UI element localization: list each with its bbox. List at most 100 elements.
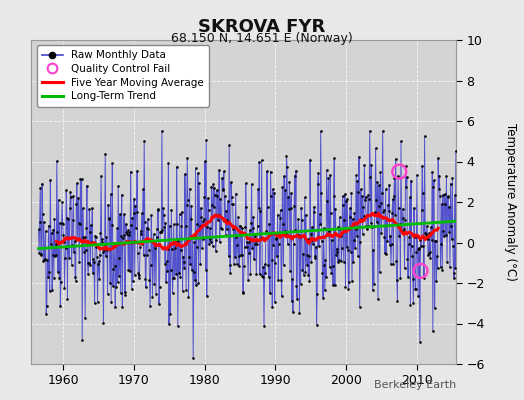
Point bbox=[433, 265, 442, 272]
Point bbox=[247, 181, 256, 187]
Point bbox=[322, 167, 331, 174]
Point bbox=[297, 205, 305, 211]
Point bbox=[205, 225, 214, 231]
Point bbox=[38, 211, 47, 218]
Point bbox=[49, 252, 57, 258]
Point bbox=[137, 231, 146, 237]
Point bbox=[441, 191, 449, 197]
Point bbox=[436, 264, 445, 270]
Point bbox=[245, 239, 253, 246]
Point bbox=[101, 243, 109, 250]
Point bbox=[129, 210, 138, 216]
Point bbox=[92, 244, 101, 250]
Point bbox=[432, 278, 441, 284]
Point bbox=[348, 278, 356, 284]
Point bbox=[157, 229, 165, 235]
Point bbox=[44, 274, 52, 280]
Point bbox=[57, 220, 66, 226]
Point bbox=[423, 236, 432, 242]
Point bbox=[311, 255, 320, 261]
Point bbox=[149, 239, 157, 246]
Point bbox=[324, 174, 333, 181]
Point bbox=[194, 280, 203, 286]
Point bbox=[396, 221, 404, 227]
Point bbox=[341, 191, 349, 197]
Point bbox=[390, 193, 398, 199]
Point bbox=[417, 268, 425, 274]
Point bbox=[366, 128, 374, 134]
Point bbox=[372, 145, 380, 151]
Point bbox=[38, 180, 46, 187]
Point bbox=[428, 169, 436, 175]
Point bbox=[144, 216, 152, 222]
Point bbox=[163, 268, 171, 274]
Point bbox=[408, 253, 417, 259]
Point bbox=[326, 210, 335, 216]
Point bbox=[379, 208, 387, 215]
Y-axis label: Temperature Anomaly (°C): Temperature Anomaly (°C) bbox=[504, 123, 517, 281]
Point bbox=[138, 241, 147, 248]
Point bbox=[37, 252, 45, 258]
Point bbox=[450, 275, 458, 282]
Point bbox=[90, 258, 98, 265]
Point bbox=[408, 242, 416, 249]
Point bbox=[204, 195, 212, 201]
Point bbox=[236, 223, 245, 229]
Point bbox=[172, 163, 181, 170]
Point bbox=[395, 168, 403, 175]
Point bbox=[362, 194, 370, 200]
Point bbox=[93, 254, 101, 260]
Point bbox=[343, 196, 352, 202]
Point bbox=[448, 175, 456, 182]
Point bbox=[280, 173, 288, 179]
Point bbox=[366, 174, 375, 180]
Point bbox=[242, 180, 250, 186]
Point bbox=[375, 182, 384, 189]
Point bbox=[326, 172, 334, 178]
Point bbox=[429, 184, 438, 190]
Point bbox=[211, 248, 220, 254]
Point bbox=[233, 261, 241, 267]
Point bbox=[257, 234, 265, 241]
Point bbox=[421, 229, 429, 236]
Point bbox=[218, 175, 226, 182]
Point bbox=[112, 241, 120, 247]
Point bbox=[264, 204, 272, 210]
Point bbox=[321, 287, 329, 294]
Point bbox=[345, 214, 354, 220]
Point bbox=[42, 302, 51, 309]
Point bbox=[278, 184, 287, 191]
Point bbox=[238, 290, 247, 296]
Point bbox=[436, 193, 444, 200]
Point bbox=[40, 218, 48, 225]
Point bbox=[414, 293, 422, 300]
Point bbox=[247, 220, 255, 226]
Point bbox=[376, 169, 385, 175]
Point bbox=[273, 253, 281, 260]
Point bbox=[288, 298, 296, 304]
Point bbox=[113, 278, 122, 285]
Point bbox=[224, 253, 233, 260]
Point bbox=[303, 262, 311, 268]
Point bbox=[250, 256, 258, 262]
Point bbox=[449, 242, 457, 249]
Point bbox=[163, 246, 172, 252]
Point bbox=[344, 246, 352, 253]
Point bbox=[41, 228, 50, 234]
Point bbox=[227, 194, 236, 200]
Point bbox=[181, 171, 189, 178]
Point bbox=[160, 224, 168, 230]
Point bbox=[409, 275, 417, 282]
Point bbox=[438, 201, 446, 207]
Point bbox=[155, 284, 163, 291]
Point bbox=[200, 194, 209, 200]
Point bbox=[84, 271, 92, 278]
Point bbox=[252, 238, 260, 244]
Point bbox=[293, 232, 302, 239]
Point bbox=[253, 240, 261, 247]
Point bbox=[131, 203, 139, 210]
Point bbox=[231, 224, 239, 230]
Point bbox=[202, 136, 210, 143]
Point bbox=[423, 223, 431, 229]
Point bbox=[64, 243, 73, 250]
